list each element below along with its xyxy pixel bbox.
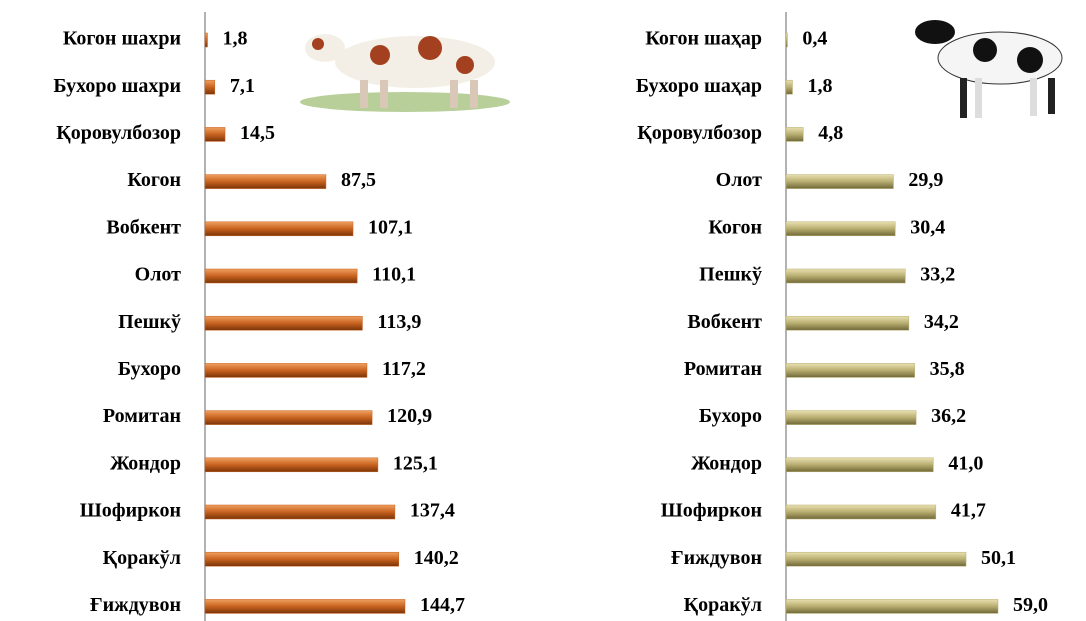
category-label: Бухоро шахри [53,75,181,97]
bar [785,32,788,48]
value-label: 117,2 [382,358,426,380]
value-label: 41,0 [948,452,983,474]
category-label: Қоракўл [103,547,181,569]
category-label: Когон [708,216,762,238]
bar [785,599,999,614]
bar [204,221,354,237]
bar [785,268,906,284]
bar [785,315,910,331]
value-label: 0,4 [802,28,827,50]
bar [785,363,915,378]
value-label: 30,4 [910,216,945,238]
category-label: Пешкў [118,311,181,333]
category-label: Олот [135,264,182,286]
bar [204,315,363,331]
bar [785,174,894,189]
value-label: 125,1 [393,452,438,474]
value-label: 110,1 [372,264,416,286]
bar [785,221,896,237]
bar [204,410,373,425]
category-label: Олот [716,169,763,191]
value-label: 35,8 [930,358,965,380]
bar [204,599,406,614]
category-label: Ғиждувон [671,547,762,569]
category-label: Когон [127,169,181,191]
category-label: Вобкент [687,311,762,333]
bar [204,174,327,189]
bar [785,410,917,425]
value-label: 34,2 [924,311,959,333]
value-label: 14,5 [240,122,275,144]
bar [785,551,967,567]
category-label: Бухоро [699,405,762,427]
category-label: Ромитан [103,405,181,427]
bar [204,363,368,378]
bar [204,551,400,567]
value-label: 120,9 [387,405,432,427]
value-label: 36,2 [931,405,966,427]
category-label: Шофиркон [661,500,762,522]
category-label: Жондор [110,452,181,474]
category-label: Ғиждувон [90,594,181,616]
value-label: 140,2 [414,547,459,569]
category-label: Когон шахри [63,28,181,50]
value-label: 87,5 [341,169,376,191]
value-label: 59,0 [1013,594,1048,616]
category-label: Қоровулбозор [56,122,181,144]
bar [204,32,208,48]
bar [204,457,379,473]
category-label: Бухоро [118,358,181,380]
value-label: 107,1 [368,216,413,238]
bar [204,268,358,284]
category-label: Шофиркон [80,500,181,522]
bar [785,457,934,473]
value-label: 7,1 [230,75,255,97]
value-label: 113,9 [377,311,421,333]
value-label: 144,7 [420,594,465,616]
value-label: 50,1 [981,547,1016,569]
category-label: Қоракўл [684,594,762,616]
value-label: 137,4 [410,500,455,522]
category-label: Пешкў [699,264,762,286]
bar [785,127,804,142]
category-label: Жондор [691,452,762,474]
category-label: Бухоро шаҳар [636,75,762,97]
value-label: 4,8 [818,122,843,144]
bar [785,79,793,95]
black-white-cow [915,20,1063,118]
brown-cow [300,34,510,112]
value-label: 1,8 [807,75,832,97]
value-label: 41,7 [951,500,986,522]
value-label: 29,9 [908,169,943,191]
category-label: Қоровулбозор [637,122,762,144]
category-label: Когон шаҳар [645,28,762,50]
bar [204,79,216,95]
value-label: 33,2 [920,264,955,286]
category-label: Ромитан [684,358,762,380]
value-label: 1,8 [222,28,247,50]
category-label: Вобкент [106,216,181,238]
bar [204,504,396,520]
bar [204,127,226,142]
bar [785,504,937,520]
